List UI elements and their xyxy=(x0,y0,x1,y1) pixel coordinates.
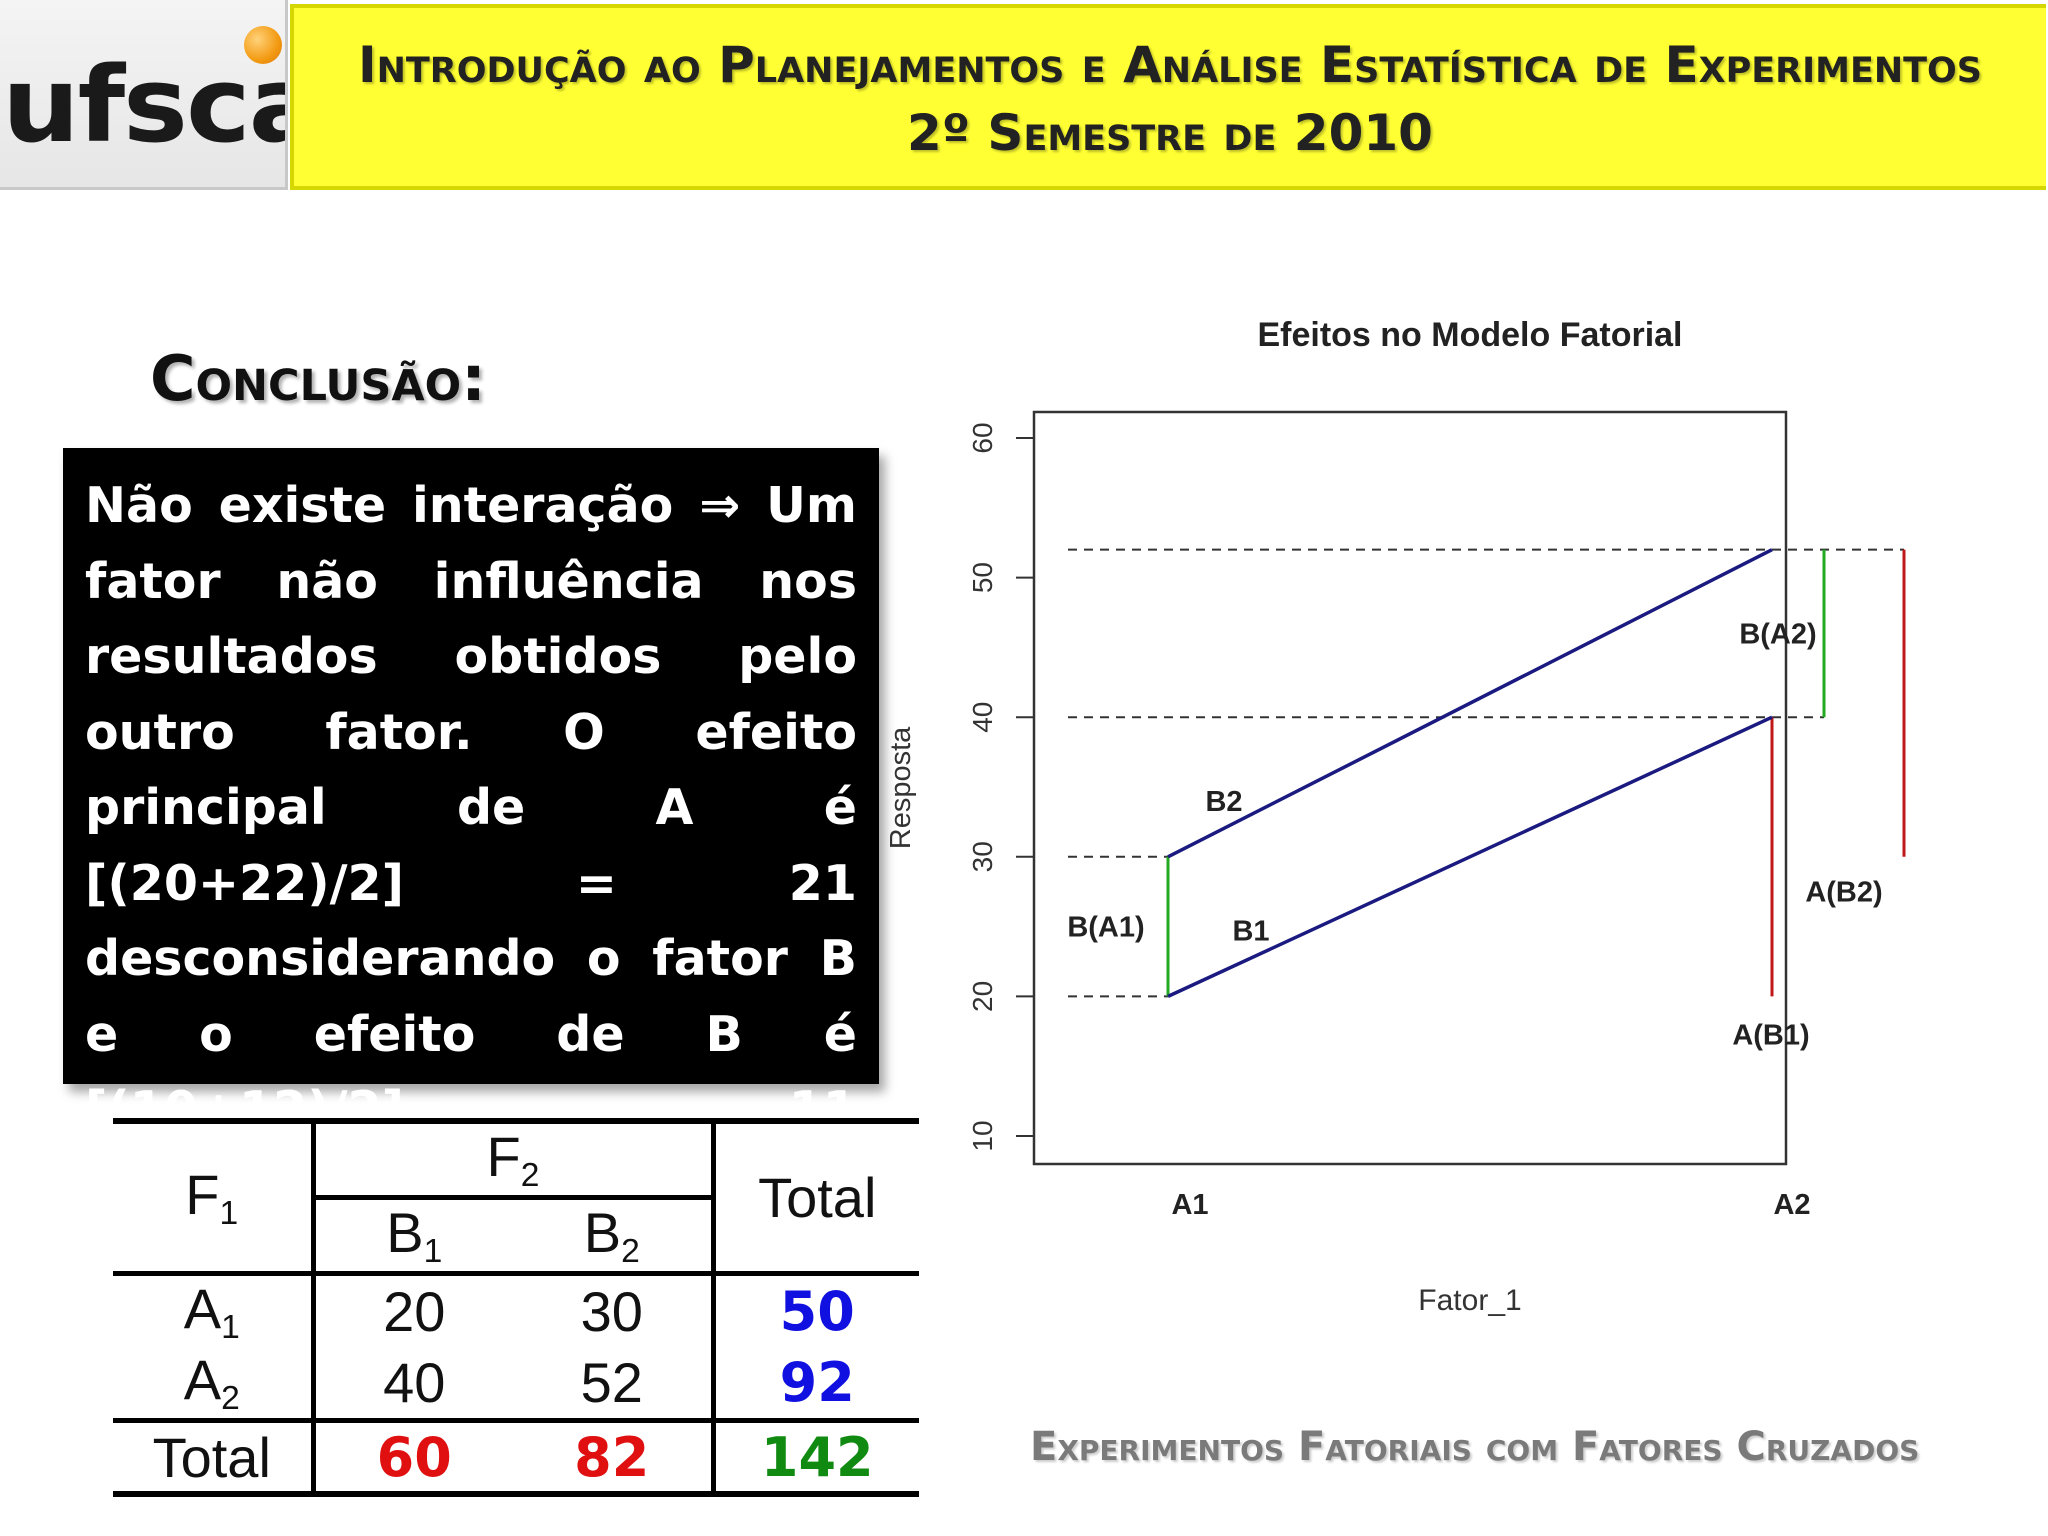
f1-header: F1 xyxy=(113,1118,313,1276)
x-axis-label: Fator_1 xyxy=(1418,1284,1521,1317)
y-axis: 10 20 30 40 50 60 xyxy=(967,422,1035,1152)
total-header: Total xyxy=(710,1118,919,1276)
col-total-b2: 82 xyxy=(513,1420,713,1497)
plot-frame xyxy=(1032,410,1788,1166)
table-header-row: F1 F2 Total xyxy=(113,1118,919,1276)
f2-header: F2 xyxy=(310,1118,713,1200)
x-tick-label-a2: A2 xyxy=(1773,1189,1810,1221)
reference-lines xyxy=(1068,548,1904,998)
series-line-b1 xyxy=(1167,715,1773,998)
logo-ball-icon xyxy=(244,26,282,64)
b1-header: B1 xyxy=(310,1197,513,1276)
x-axis: A1 A2 xyxy=(1171,1189,1810,1221)
ufscar-logo: ufscar xyxy=(2,44,285,166)
cell-a2-b1: 40 xyxy=(310,1347,513,1423)
series-line-b2 xyxy=(1167,548,1773,859)
factorial-effects-chart: Efeitos no Modelo Fatorial 102030405060 … xyxy=(885,316,1906,1317)
grand-total: 142 xyxy=(710,1420,919,1497)
table-totals-row: Total 60 82 142 xyxy=(113,1420,919,1497)
table-row: A2 40 52 92 xyxy=(113,1347,919,1423)
row-label-a1: A1 xyxy=(183,1277,240,1346)
header-bar: Introdução ao Planejamentos e Análise Es… xyxy=(290,4,2046,190)
cell-a1-b2: 30 xyxy=(580,1280,643,1343)
y-tick-label: 40 xyxy=(967,702,998,733)
y-tick-label: 50 xyxy=(967,562,998,593)
header-title: Introdução ao Planejamentos e Análise Es… xyxy=(358,36,1982,94)
data-table: F1 F2 Total B1 B2 A1 20 30 50 A2 40 52 9… xyxy=(113,1118,919,1497)
row-label-a2: A2 xyxy=(113,1347,313,1423)
section-title: Conclusão: xyxy=(150,342,486,415)
series-label-b2: B2 xyxy=(1205,786,1242,818)
x-tick-label-a1: A1 xyxy=(1171,1189,1208,1221)
annotation-b-a2: B(A2) xyxy=(1739,618,1816,650)
conclusion-box: Não existe interação ⇒ Um fator não infl… xyxy=(63,448,879,1289)
totals-label: Total xyxy=(113,1420,313,1497)
y-tick-label: 60 xyxy=(967,422,998,453)
row-total-a1: 50 xyxy=(710,1273,919,1347)
cell-a1-b1: 20 xyxy=(310,1273,513,1347)
y-tick-label: 30 xyxy=(967,841,998,872)
y-axis-label: Resposta xyxy=(885,726,917,849)
table-subheader-row: B1 B2 xyxy=(113,1197,919,1276)
series-lines xyxy=(1167,548,1773,998)
annotation-a-b2: A(B2) xyxy=(1805,877,1882,909)
chart-title: Efeitos no Modelo Fatorial xyxy=(1257,316,1682,354)
cell-a2-b2: 52 xyxy=(513,1347,713,1423)
logo-box: ufscar xyxy=(0,0,288,190)
row-total-a2: 92 xyxy=(710,1347,919,1423)
col-total-b1: 60 xyxy=(310,1420,513,1497)
footer-text: Experimentos Fatoriais com Fatores Cruza… xyxy=(1030,1424,1920,1470)
series-label-b1: B1 xyxy=(1232,915,1269,947)
table-row: A1 20 30 50 xyxy=(113,1273,919,1347)
chart-labels: B2 B1 B(A1) B(A2) A(B1) A(B2) xyxy=(1067,618,1882,1051)
effect-lines xyxy=(1166,549,1906,997)
annotation-b-a1: B(A1) xyxy=(1067,912,1144,944)
b2-header: B2 xyxy=(513,1197,713,1276)
annotation-a-b1: A(B1) xyxy=(1732,1019,1809,1051)
y-tick-label: 10 xyxy=(967,1120,998,1151)
header-subtitle: 2º Semestre de 2010 xyxy=(907,104,1433,162)
y-tick-label: 20 xyxy=(967,981,998,1012)
